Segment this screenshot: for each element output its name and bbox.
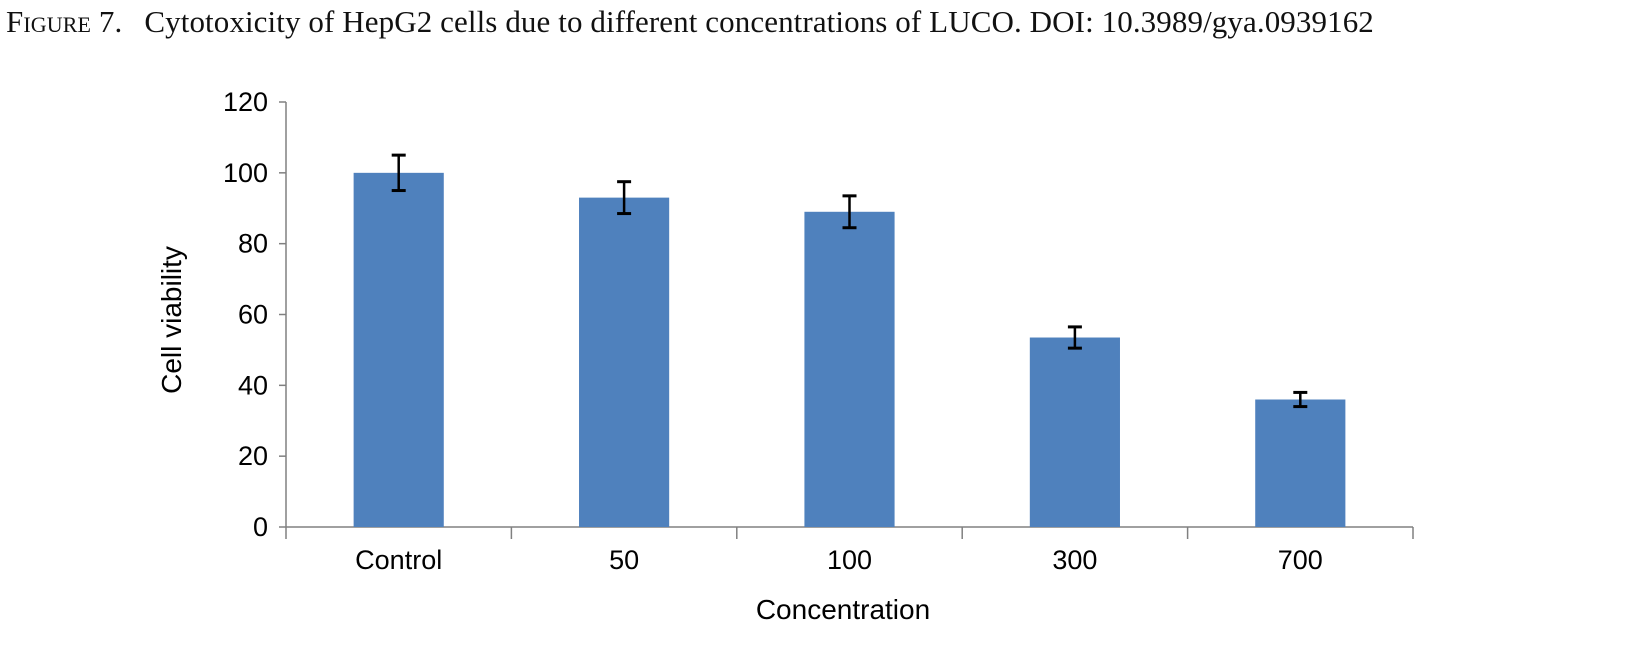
x-tick-label: 700	[1278, 545, 1323, 575]
error-bars-group	[391, 153, 1308, 409]
bar-300	[1029, 337, 1120, 527]
y-tick-label: 120	[223, 87, 268, 117]
error-bar-control	[391, 153, 406, 193]
error-bar-700	[1293, 390, 1308, 409]
y-tick-label: 40	[238, 370, 268, 400]
figure-caption: Figure 7. Cytotoxicity of HepG2 cells due…	[6, 4, 1642, 40]
y-tick-label: 20	[238, 441, 268, 471]
bars-group	[353, 172, 1346, 528]
y-tick-label: 80	[238, 229, 268, 259]
x-tick-label: Control	[355, 545, 442, 575]
error-bar-50	[617, 180, 632, 216]
y-axis-title: Cell viability	[156, 246, 187, 394]
bar-50	[579, 197, 670, 527]
x-tick-label: 100	[827, 545, 872, 575]
bar-control	[353, 172, 444, 528]
y-axis: 0 20 40 60 80 100 120	[223, 87, 287, 542]
bar-100	[804, 211, 895, 527]
x-axis-title: Concentration	[756, 594, 930, 625]
y-tick-label: 60	[238, 300, 268, 330]
bar-700	[1255, 399, 1346, 527]
error-bar-100	[842, 194, 857, 230]
figure-label: Figure 7.	[6, 4, 123, 39]
y-tick-label: 0	[253, 512, 268, 542]
x-tick-label: 300	[1052, 545, 1097, 575]
x-tick-label: 50	[609, 545, 639, 575]
figure-caption-text: Cytotoxicity of HepG2 cells due to diffe…	[144, 4, 1374, 39]
x-axis: Control 50 100 300 700	[285, 526, 1414, 575]
y-tick-label: 100	[223, 158, 268, 188]
error-bar-300	[1067, 325, 1082, 350]
